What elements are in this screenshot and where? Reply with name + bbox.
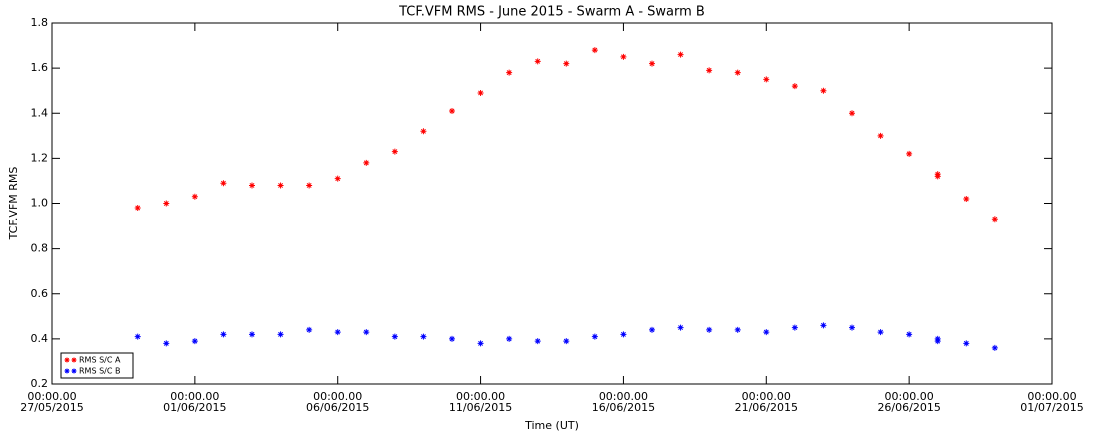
legend-marker <box>64 368 77 374</box>
point <box>277 331 284 338</box>
point <box>791 324 798 331</box>
point <box>277 182 284 189</box>
legend-marker <box>64 357 77 363</box>
point <box>163 340 170 347</box>
point <box>420 333 427 340</box>
point <box>877 329 884 336</box>
plot-frame <box>51 22 1053 385</box>
y-axis-label: TCF.VFM RMS <box>7 167 20 241</box>
point <box>134 333 141 340</box>
point <box>334 329 341 336</box>
legend-label: RMS S/C B <box>79 367 120 376</box>
point <box>220 331 227 338</box>
point <box>363 329 370 336</box>
point <box>763 329 770 336</box>
x-tick-label: 00:00.00 01/06/2015 <box>163 390 227 414</box>
point <box>591 47 598 54</box>
point <box>191 193 198 200</box>
point <box>306 182 313 189</box>
y-tick-label: 1.0 <box>31 197 49 210</box>
point <box>420 128 427 135</box>
point <box>877 132 884 139</box>
point <box>506 335 513 342</box>
point <box>477 89 484 96</box>
point <box>620 53 627 60</box>
point <box>391 148 398 155</box>
x-tick-label: 00:00.00 11/06/2015 <box>448 390 513 414</box>
y-tick-label: 1.8 <box>31 16 49 29</box>
point <box>477 340 484 347</box>
y-tick-label: 0.8 <box>31 242 49 255</box>
point <box>906 331 913 338</box>
point <box>249 331 255 338</box>
point <box>191 338 198 345</box>
point <box>849 110 855 117</box>
x-tick-label: 00:00.00 16/06/2015 <box>591 390 656 414</box>
y-tick-label: 1.6 <box>31 61 49 74</box>
point <box>706 326 713 333</box>
x-tick-label: 00:00.00 27/05/2015 <box>20 390 84 414</box>
point <box>449 107 455 114</box>
point <box>963 340 970 347</box>
legend-label: RMS S/C A <box>79 356 121 365</box>
point <box>534 338 541 345</box>
point <box>391 333 398 340</box>
point <box>591 333 598 340</box>
point <box>563 338 570 345</box>
point <box>534 58 541 65</box>
point <box>506 69 513 76</box>
point <box>249 182 255 189</box>
point <box>649 60 655 67</box>
point <box>934 171 941 178</box>
y-tick-label: 0.4 <box>31 332 49 345</box>
point <box>563 60 570 67</box>
point <box>134 205 141 212</box>
point <box>934 338 941 345</box>
point <box>677 51 684 58</box>
point <box>991 216 998 223</box>
legend-box <box>60 352 134 379</box>
y-tick-label: 1.4 <box>31 106 49 119</box>
point <box>906 150 913 157</box>
x-tick-label: 00:00.00 01/07/2015 <box>1020 390 1084 414</box>
point <box>677 324 684 331</box>
point <box>820 87 827 94</box>
chart-title: TCF.VFM RMS - June 2015 - Swarm A - Swar… <box>398 5 705 20</box>
y-tick-label: 1.2 <box>31 151 49 164</box>
point <box>849 324 855 331</box>
point <box>649 326 655 333</box>
point <box>820 322 827 329</box>
point <box>763 76 770 83</box>
point <box>991 344 998 351</box>
point <box>791 83 798 90</box>
point <box>220 180 227 187</box>
point <box>734 69 741 76</box>
y-tick-label: 0.6 <box>31 287 49 300</box>
x-axis-label: Time (UT) <box>524 419 579 432</box>
point <box>449 335 455 342</box>
point <box>734 326 741 333</box>
x-tick-label: 00:00.00 26/06/2015 <box>877 390 941 414</box>
point <box>363 159 370 166</box>
x-tick-label: 00:00.00 06/06/2015 <box>306 390 370 414</box>
point <box>620 331 627 338</box>
point <box>163 200 170 207</box>
y-tick-label: 0.2 <box>31 377 49 390</box>
point <box>306 326 313 333</box>
x-tick-label: 00:00.00 21/06/2015 <box>734 390 798 414</box>
point <box>706 67 713 74</box>
point <box>334 175 341 182</box>
point <box>963 195 970 202</box>
